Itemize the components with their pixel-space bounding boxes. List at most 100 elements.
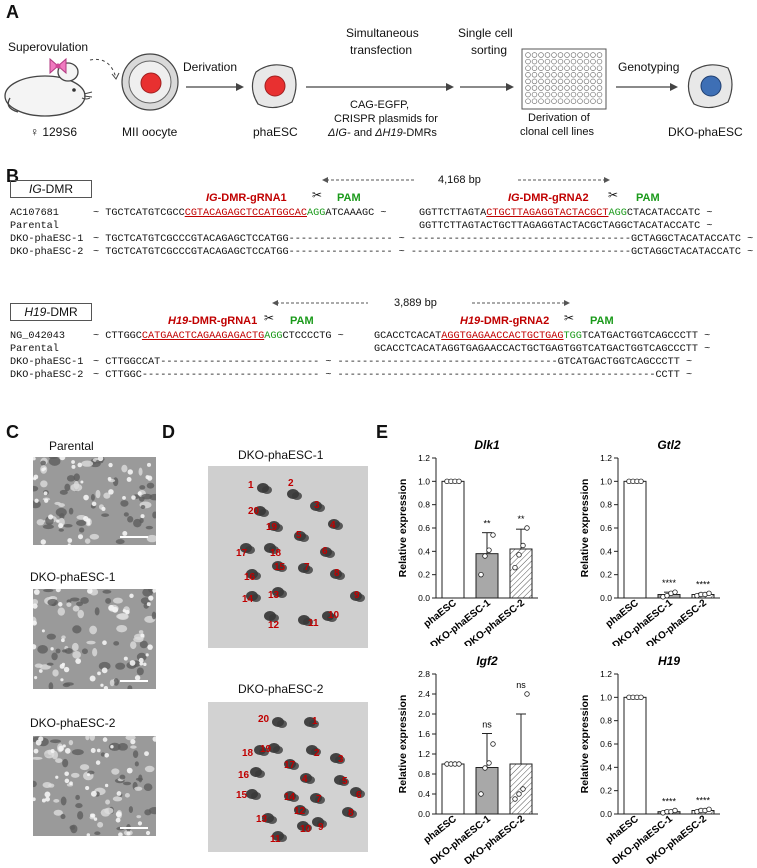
data-point (482, 765, 488, 771)
svg-text:18: 18 (270, 548, 282, 559)
svg-text:5: 5 (342, 776, 348, 787)
y-tick-label: 2.0 (418, 709, 430, 719)
data-point (490, 741, 496, 747)
h19-grna1-label: H19-DMR-gRNA1 (168, 315, 258, 327)
data-point (638, 694, 644, 701)
sequence-right: GCACCTCACATAGGTGAGAACCACTGCTGAGTGGTCATGA… (374, 344, 711, 355)
y-tick-label: 2.4 (418, 689, 430, 699)
bar (475, 553, 499, 599)
plate-well (577, 65, 583, 71)
plate-well (590, 85, 596, 91)
plate-well (583, 52, 590, 58)
plate-well (538, 52, 544, 58)
panel-label-e: E (376, 422, 389, 442)
sequence-row-name: DKO-phaESC-2 (10, 370, 84, 381)
y-axis-label: Relative expression (579, 479, 591, 578)
scissors-icon: ✂ (264, 311, 275, 325)
significance-label: **** (696, 579, 711, 589)
data-point (638, 478, 644, 485)
sequence-left: ~ TGCTCATGTCGCCCGTACAGAGCTCCATGG--------… (93, 234, 754, 245)
sequence-row-name: DKO-phaESC-1 (10, 357, 84, 368)
chart-title: Igf2 (476, 654, 498, 668)
plate-well (531, 78, 538, 85)
svg-text:7: 7 (316, 794, 322, 805)
derivation-of-label: Derivation of (528, 112, 590, 124)
svg-text:16: 16 (244, 572, 256, 583)
plate-well (577, 58, 583, 65)
data-point (478, 571, 484, 578)
phaesc-label: phaESC (253, 125, 298, 139)
plate-well (577, 91, 583, 98)
karyotype-spread-1: 1 2 3 4 5 6 7 8 9 10 11 12 13 14 15 16 17 18 19 20 (208, 466, 368, 648)
y-tick-label: 0.4 (418, 789, 430, 799)
plate-well (538, 91, 544, 98)
plate-well (564, 91, 570, 98)
genotyping-label: Genotyping (618, 60, 680, 74)
plate-well (564, 85, 570, 91)
karyotype-spread-2: 1 2 3 4 5 6 7 8 9 10 11 12 13 14 15 16 17 18 19 20 (208, 702, 368, 852)
svg-text:18: 18 (242, 748, 254, 759)
svg-text:4: 4 (302, 774, 308, 785)
y-tick-label: 0.0 (418, 809, 430, 819)
plate-well (583, 85, 590, 91)
svg-text:2: 2 (314, 748, 320, 759)
plate-well (525, 91, 531, 98)
y-tick-label: 0.6 (600, 739, 612, 749)
arrow-genotyping (616, 83, 678, 91)
plate-well (557, 72, 564, 78)
panel-label-a: A (6, 2, 19, 22)
plate-well (551, 58, 557, 65)
svg-text:10: 10 (328, 610, 340, 621)
plate-well (583, 91, 590, 98)
plate-well (531, 98, 538, 104)
y-tick-label: 0.4 (600, 762, 612, 772)
y-tick-label: 0.8 (600, 716, 612, 726)
sequence-right: GGTTCTTAGTACTGCTTAGAGGTACTACGCTAGGCTACAT… (419, 208, 713, 219)
sequence-left: ~ CTTGGCCATGAACTCAGAAGAGACTGAGGCTCCCCTG … (93, 331, 344, 342)
karyotype-title-2: DKO-phaESC-2 (238, 682, 324, 696)
sequence-right: GCACCTCACATAGGTGAGAACCACTGCTGAGTGGTCATGA… (374, 331, 711, 342)
data-point (524, 525, 530, 531)
plate-well (590, 78, 596, 85)
sequence-left: ~ TGCTCATGTCGCCCGTACAGAGCTCCATGG--------… (93, 247, 754, 258)
chart-igf2: Igf2 Relative expression 0.0 0.4 0.8 1.2 1.6 2.… (397, 654, 538, 864)
plate-well (557, 52, 564, 58)
y-tick-label: 0.0 (418, 593, 430, 603)
plate-well (590, 65, 596, 71)
plate-well (590, 98, 596, 104)
chart-gtl2: Gtl2 Relative expression 0.0 0.2 0.4 0.6 0.8 1.… (579, 438, 720, 646)
dko-cell-illustration (687, 64, 733, 109)
x-tick-label: DKO-phaESC-2 (645, 813, 709, 864)
significance-label: ** (517, 514, 525, 524)
h19-pam1-label: PAM (290, 315, 314, 327)
sequence-row-name: DKO-phaESC-2 (10, 247, 84, 258)
scissors-icon: ✂ (564, 311, 575, 325)
y-tick-label: 0.8 (600, 500, 612, 510)
bar (623, 696, 647, 815)
data-point (524, 691, 530, 697)
y-tick-label: 0.4 (418, 546, 430, 556)
panel-label-b: B (6, 166, 19, 186)
plate-well (525, 85, 531, 91)
plate-well (577, 72, 583, 78)
panel-label-c: C (6, 422, 19, 442)
plate-well (551, 72, 557, 78)
svg-text:12: 12 (294, 806, 306, 817)
superovulation-label: Superovulation (8, 40, 89, 54)
plate-well (570, 78, 577, 85)
svg-text:1: 1 (248, 480, 254, 491)
plate-well (531, 58, 538, 65)
plate-well (544, 78, 551, 85)
ig-dmr-box: IG-DMR (10, 180, 92, 198)
ig-grna2-label: IG-DMR-gRNA2 (508, 192, 589, 204)
plate-well (551, 52, 557, 58)
y-tick-label: 0.2 (600, 570, 612, 580)
plate-well (583, 98, 590, 104)
y-tick-label: 1.0 (418, 476, 430, 486)
y-tick-label: 0.2 (600, 786, 612, 796)
y-tick-label: 0.2 (418, 570, 430, 580)
plate-well (557, 98, 564, 104)
bar (441, 763, 465, 815)
data-point (672, 589, 678, 595)
plate-well (525, 72, 531, 78)
